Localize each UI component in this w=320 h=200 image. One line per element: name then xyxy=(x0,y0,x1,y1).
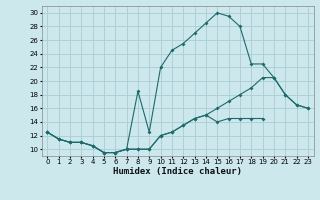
X-axis label: Humidex (Indice chaleur): Humidex (Indice chaleur) xyxy=(113,167,242,176)
